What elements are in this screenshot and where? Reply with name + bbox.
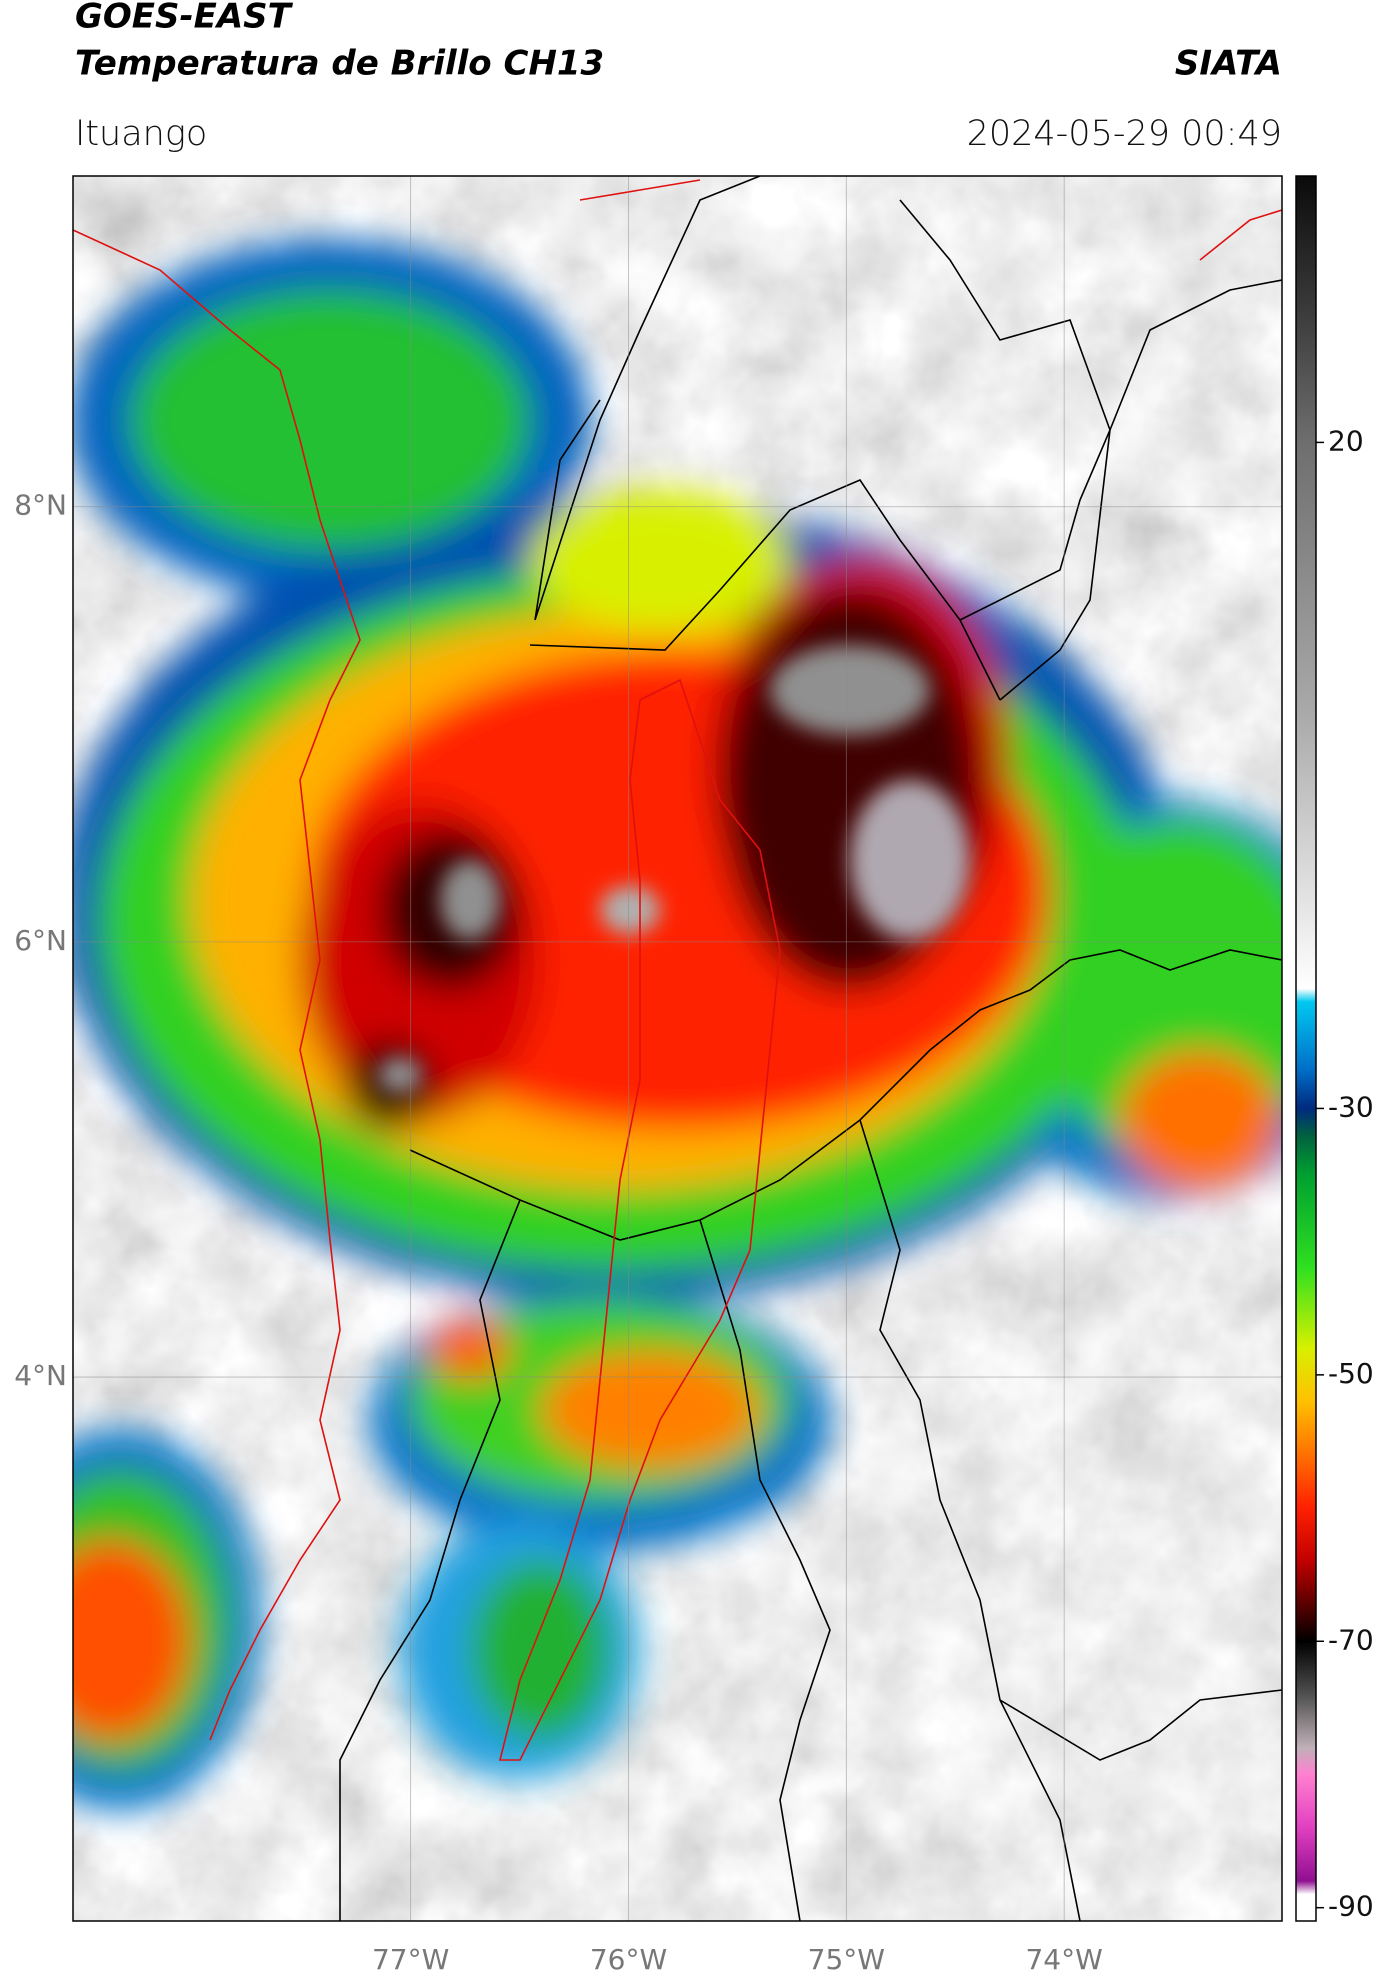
blob bbox=[440, 860, 500, 940]
colorbar-tick-label: -70 bbox=[1328, 1623, 1374, 1656]
lon-tick-label: 75°W bbox=[808, 1943, 885, 1976]
graticule bbox=[73, 176, 1282, 1921]
colorbar-tick-label: 20 bbox=[1328, 424, 1364, 457]
map-frame bbox=[72, 175, 1283, 1922]
blob bbox=[430, 1320, 510, 1380]
blob bbox=[470, 1560, 610, 1740]
lat-tick-label: 8°N bbox=[14, 489, 67, 522]
title: GOES-EAST bbox=[75, 0, 294, 37]
blob bbox=[770, 645, 930, 735]
border bbox=[73, 229, 361, 1741]
blob bbox=[540, 1350, 760, 1470]
borders bbox=[339, 176, 1282, 1921]
border bbox=[339, 949, 1282, 1921]
lon-tick-label: 74°W bbox=[1025, 1943, 1102, 1976]
border bbox=[498, 678, 781, 1761]
lon-tick-label: 77°W bbox=[372, 1943, 449, 1976]
blob bbox=[73, 1540, 190, 1740]
blob bbox=[850, 780, 970, 940]
border bbox=[579, 179, 1282, 261]
blob bbox=[1120, 1050, 1280, 1190]
colorbar-tick-label: -30 bbox=[1328, 1090, 1374, 1123]
colorbar bbox=[1296, 176, 1316, 1921]
colorbar-tick-label: -90 bbox=[1328, 1890, 1374, 1923]
colorbar-frame bbox=[1295, 175, 1317, 1922]
border bbox=[529, 176, 1282, 701]
blob bbox=[130, 290, 530, 550]
axes: 77°W 76°W 75°W 74°W 8°N 6°N 4°N bbox=[14, 489, 1103, 1976]
colorbar-axis: 20 -30 -50 -70 -90 bbox=[1316, 424, 1374, 1923]
source: SIATA bbox=[1175, 44, 1282, 84]
colorbar-tick-label: -50 bbox=[1328, 1357, 1374, 1390]
blob bbox=[600, 886, 660, 934]
datetime: 2024-05-29 00:49 bbox=[967, 114, 1282, 154]
lat-tick-label: 6°N bbox=[14, 924, 67, 957]
region-borders bbox=[73, 179, 1282, 1761]
location: Ituango bbox=[75, 114, 207, 154]
blob bbox=[378, 1057, 422, 1093]
lon-tick-label: 76°W bbox=[590, 1943, 667, 1976]
lat-tick-label: 4°N bbox=[14, 1359, 67, 1392]
blob bbox=[530, 490, 790, 630]
subtitle: Temperatura de Brillo CH13 bbox=[75, 44, 604, 84]
satellite-image bbox=[73, 176, 1282, 1921]
